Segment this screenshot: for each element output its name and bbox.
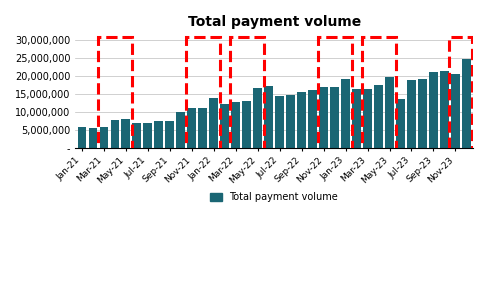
Bar	[132, 123, 141, 148]
Bar	[264, 86, 273, 148]
Bar	[199, 108, 207, 148]
Bar	[187, 108, 196, 148]
Bar	[78, 127, 86, 148]
Title: Total payment volume: Total payment volume	[187, 15, 361, 29]
Bar	[209, 98, 218, 148]
Bar	[275, 96, 284, 148]
Bar	[308, 90, 317, 148]
Bar	[429, 73, 438, 148]
Bar	[440, 71, 449, 148]
Bar	[418, 79, 427, 148]
Bar	[186, 37, 220, 151]
Bar	[243, 101, 251, 148]
Bar	[221, 104, 229, 148]
Bar	[319, 87, 328, 148]
Bar	[352, 89, 361, 148]
Bar	[451, 74, 460, 148]
Bar	[449, 37, 472, 151]
Bar	[363, 89, 372, 148]
Bar	[462, 59, 471, 148]
Bar	[98, 37, 132, 151]
Bar	[253, 88, 262, 148]
Bar	[231, 102, 240, 148]
Bar	[341, 79, 350, 148]
Bar	[286, 95, 295, 148]
Bar	[177, 112, 185, 148]
Bar	[396, 99, 405, 148]
Bar	[297, 91, 306, 148]
Bar	[154, 121, 163, 148]
Bar	[110, 120, 119, 148]
Bar	[88, 128, 97, 148]
Bar	[230, 37, 264, 151]
Bar	[165, 121, 174, 148]
Bar	[330, 87, 339, 148]
Bar	[407, 80, 416, 148]
Bar	[143, 123, 152, 148]
Bar	[362, 37, 396, 151]
Bar	[385, 77, 394, 148]
Legend: Total payment volume: Total payment volume	[206, 188, 342, 206]
Bar	[318, 37, 352, 151]
Bar	[100, 127, 108, 148]
Bar	[374, 85, 383, 148]
Bar	[122, 119, 130, 148]
